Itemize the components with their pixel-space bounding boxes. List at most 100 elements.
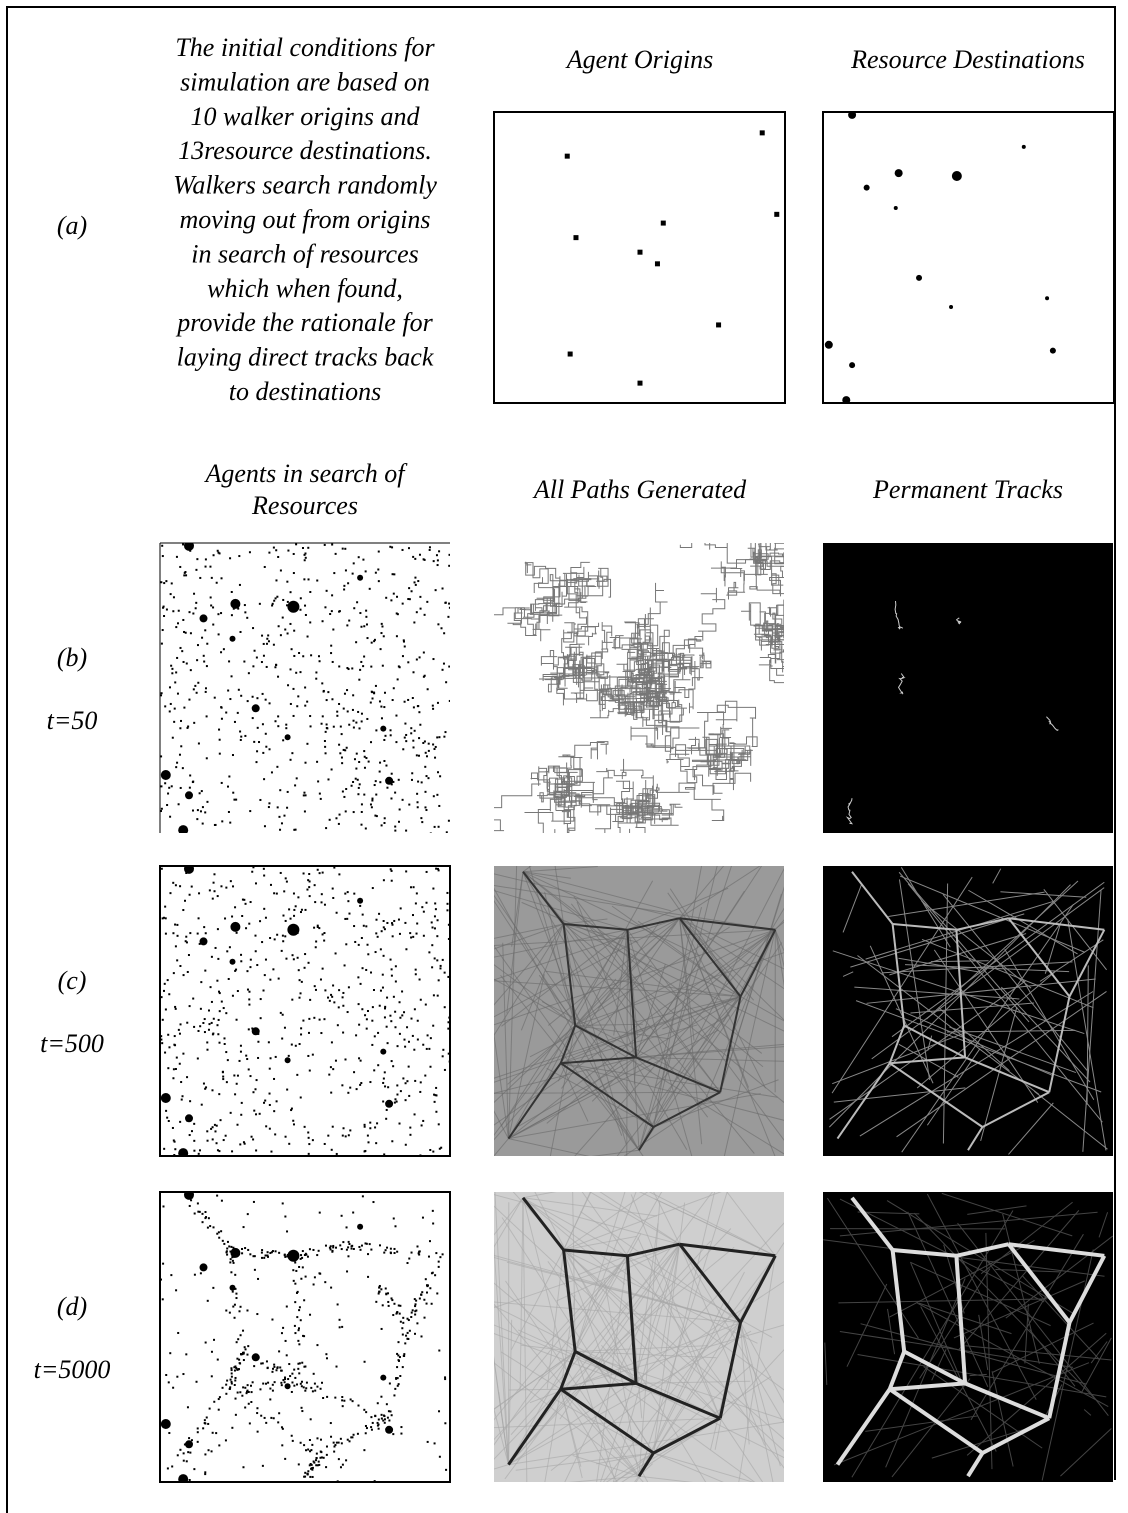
agent	[358, 1057, 360, 1059]
agent	[403, 1011, 405, 1013]
agent	[358, 1024, 360, 1026]
agent	[247, 700, 249, 702]
description-line: 10 walker origins and	[191, 102, 421, 131]
agent	[311, 1444, 313, 1446]
agent	[231, 1383, 233, 1385]
agent	[226, 1247, 228, 1249]
agent	[232, 995, 234, 997]
resource	[185, 1114, 193, 1122]
agent	[256, 1407, 258, 1409]
agent	[166, 609, 168, 611]
agent	[432, 658, 434, 660]
agent	[300, 911, 302, 913]
agent	[390, 729, 392, 731]
agent	[317, 780, 319, 782]
resource	[1045, 296, 1049, 300]
agent	[394, 1098, 396, 1100]
agent	[402, 1077, 404, 1079]
agent	[293, 553, 295, 555]
agent	[247, 1384, 249, 1386]
agent	[386, 1403, 388, 1405]
agent	[211, 577, 213, 579]
agent	[201, 1104, 203, 1106]
agent	[269, 1104, 271, 1106]
agent	[162, 1298, 164, 1300]
agent	[331, 1149, 333, 1151]
agent	[215, 947, 217, 949]
agent	[248, 923, 250, 925]
agent	[339, 752, 341, 754]
agent	[208, 1009, 210, 1011]
agent	[216, 980, 218, 982]
agent	[192, 998, 194, 1000]
agent	[412, 740, 414, 742]
agent	[189, 1479, 191, 1481]
agent	[319, 793, 321, 795]
agent	[383, 1078, 385, 1080]
agent	[234, 1379, 236, 1381]
agent	[377, 1402, 379, 1404]
agent	[175, 1008, 177, 1010]
agent	[299, 979, 301, 981]
agent	[393, 687, 395, 689]
agent	[203, 661, 205, 663]
agent	[434, 915, 436, 917]
agent	[393, 1394, 395, 1396]
agent	[213, 1226, 215, 1228]
agent	[366, 1427, 368, 1429]
agent	[381, 717, 383, 719]
agent	[363, 1449, 365, 1451]
agent	[396, 612, 398, 614]
agent	[433, 795, 435, 797]
agent	[161, 868, 163, 870]
agent	[260, 1017, 262, 1019]
agent	[414, 1305, 416, 1307]
agent	[332, 661, 334, 663]
description-line: which when found,	[207, 274, 403, 303]
agent	[342, 1405, 344, 1407]
agent	[408, 1066, 410, 1068]
agent	[305, 557, 307, 559]
agent	[263, 655, 265, 657]
agent	[166, 1117, 168, 1119]
agent	[239, 1143, 241, 1145]
agent	[284, 1381, 286, 1383]
agent	[268, 802, 270, 804]
agent	[199, 792, 201, 794]
agent	[330, 1436, 332, 1438]
faint-path	[466, 1139, 509, 1190]
agent	[254, 935, 256, 937]
agent	[242, 899, 244, 901]
agent	[251, 1391, 253, 1393]
agent	[165, 580, 167, 582]
agent	[442, 1049, 444, 1051]
agent	[189, 1100, 191, 1102]
agent	[290, 918, 292, 920]
agent	[398, 821, 400, 823]
agent	[300, 1254, 302, 1256]
agent	[222, 1387, 224, 1389]
agent	[220, 651, 222, 653]
agent	[339, 1319, 341, 1321]
agent	[366, 1028, 368, 1030]
agent	[220, 706, 222, 708]
agent	[442, 1055, 444, 1057]
agent	[249, 1075, 251, 1077]
agent	[332, 1068, 334, 1070]
agent	[365, 1242, 367, 1244]
agent	[375, 951, 377, 953]
agent	[195, 602, 197, 604]
agent	[271, 604, 273, 606]
agent	[162, 917, 164, 919]
resource	[864, 185, 870, 191]
agent	[383, 1252, 385, 1254]
agent	[414, 1298, 416, 1300]
agent	[177, 1332, 179, 1334]
agent	[432, 1151, 434, 1153]
agent	[206, 757, 208, 759]
agent	[165, 1110, 167, 1112]
agent	[443, 663, 445, 665]
agent	[309, 895, 311, 897]
agent	[434, 1274, 436, 1276]
agent	[447, 903, 449, 905]
